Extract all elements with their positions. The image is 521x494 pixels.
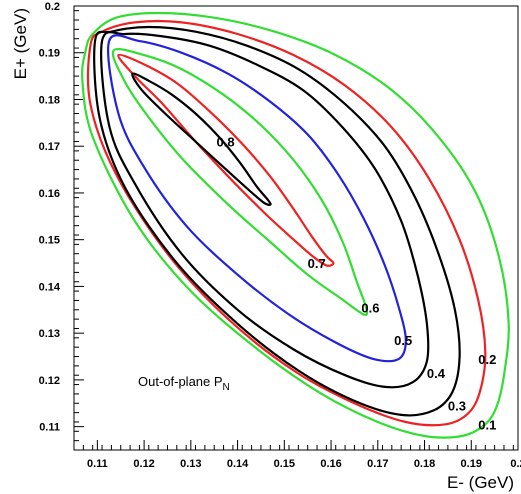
y-tick-label: 0.13 bbox=[39, 328, 60, 340]
x-tick-label: 0.15 bbox=[274, 458, 295, 470]
y-tick-label: 0.11 bbox=[39, 422, 60, 434]
contour-line-0.3 bbox=[93, 25, 461, 417]
y-axis: 0.11 0.12 0.13 0.14 0.15 0.16 0.17 0.18 0.19 0.2 bbox=[39, 1, 84, 451]
x-tick-label: 0.13 bbox=[180, 458, 201, 470]
y-axis-title: E+ (GeV) bbox=[11, 8, 30, 79]
x-tick-label: 0.18 bbox=[414, 458, 435, 470]
contour-line-0.4 bbox=[100, 31, 430, 389]
contour-label: 0.5 bbox=[394, 333, 412, 348]
x-tick-label: 0.16 bbox=[320, 458, 341, 470]
annotation-subscript: N bbox=[223, 382, 230, 393]
x-axis: 0.11 0.12 0.13 0.14 0.15 0.16 0.17 0.18 0.19 0.2 bbox=[73, 440, 521, 470]
x-tick-label: 0.17 bbox=[367, 458, 388, 470]
y-tick-label: 0.16 bbox=[39, 188, 60, 200]
x-tick-label: 0.12 bbox=[133, 458, 154, 470]
annotation-label: Out-of-plane PN bbox=[138, 374, 230, 393]
contour-line-0.8 bbox=[131, 72, 272, 206]
x-tick-label: 0.2 bbox=[510, 458, 521, 470]
contour-label: 0.7 bbox=[308, 256, 326, 271]
contour-label: 0.3 bbox=[448, 399, 466, 414]
plot-frame bbox=[73, 5, 519, 451]
y-tick-label: 0.2 bbox=[45, 1, 60, 13]
contour-label: 0.8 bbox=[217, 135, 235, 150]
contour-line-0.2 bbox=[86, 19, 487, 427]
contour-line-0.6 bbox=[111, 47, 369, 316]
y-tick-label: 0.17 bbox=[39, 141, 60, 153]
annotation-text: Out-of-plane P bbox=[138, 374, 223, 389]
contour-label: 0.6 bbox=[361, 300, 379, 315]
contour-labels: 0.1 0.2 0.3 0.4 0.5 0.6 0.7 0.8 bbox=[217, 135, 497, 433]
contour-label: 0.4 bbox=[427, 366, 446, 381]
contour-label: 0.1 bbox=[478, 417, 496, 432]
x-axis-title: E- (GeV) bbox=[447, 473, 514, 492]
x-tick-label: 0.19 bbox=[461, 458, 482, 470]
contour-label: 0.2 bbox=[478, 352, 496, 367]
y-tick-label: 0.18 bbox=[39, 94, 60, 106]
contour-lines bbox=[81, 11, 510, 439]
contour-line-0.1 bbox=[81, 11, 510, 439]
x-tick-label: 0.14 bbox=[227, 458, 249, 470]
y-tick-label: 0.12 bbox=[39, 375, 60, 387]
y-tick-label: 0.19 bbox=[39, 48, 60, 60]
y-tick-label: 0.14 bbox=[39, 281, 61, 293]
x-tick-label: 0.11 bbox=[87, 458, 108, 470]
contour-line-0.5 bbox=[107, 34, 407, 363]
y-tick-label: 0.15 bbox=[39, 235, 60, 247]
contour-line-0.7 bbox=[117, 53, 335, 267]
